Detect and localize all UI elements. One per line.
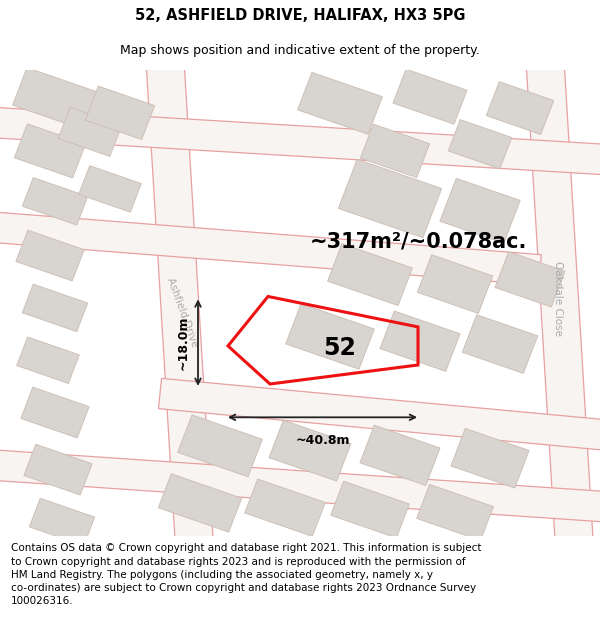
Polygon shape xyxy=(328,244,412,306)
Polygon shape xyxy=(79,166,142,212)
Text: Map shows position and indicative extent of the property.: Map shows position and indicative extent… xyxy=(120,44,480,57)
Polygon shape xyxy=(158,378,600,451)
Polygon shape xyxy=(24,444,92,495)
Polygon shape xyxy=(416,484,493,541)
Text: Oakdale Close: Oakdale Close xyxy=(553,261,563,336)
Text: Contains OS data © Crown copyright and database right 2021. This information is : Contains OS data © Crown copyright and d… xyxy=(11,543,481,606)
Text: 52: 52 xyxy=(323,336,356,360)
Polygon shape xyxy=(29,498,95,546)
Polygon shape xyxy=(21,387,89,438)
Polygon shape xyxy=(22,284,88,332)
Polygon shape xyxy=(495,252,565,307)
Text: ~40.8m: ~40.8m xyxy=(295,434,350,447)
Polygon shape xyxy=(0,450,600,523)
Polygon shape xyxy=(393,69,467,124)
Polygon shape xyxy=(158,474,242,532)
Polygon shape xyxy=(16,230,84,281)
Polygon shape xyxy=(0,212,541,285)
Text: ~18.0m: ~18.0m xyxy=(177,316,190,370)
Polygon shape xyxy=(85,86,155,139)
Text: ~317m²/~0.078ac.: ~317m²/~0.078ac. xyxy=(310,231,527,251)
Polygon shape xyxy=(380,311,460,371)
Polygon shape xyxy=(13,68,97,129)
Polygon shape xyxy=(14,124,86,178)
Polygon shape xyxy=(440,178,520,243)
Polygon shape xyxy=(146,59,214,556)
Polygon shape xyxy=(58,107,122,156)
Text: 52, ASHFIELD DRIVE, HALIFAX, HX3 5PG: 52, ASHFIELD DRIVE, HALIFAX, HX3 5PG xyxy=(135,8,465,23)
Polygon shape xyxy=(245,479,325,536)
Polygon shape xyxy=(462,314,538,373)
Polygon shape xyxy=(486,82,554,134)
Polygon shape xyxy=(448,119,512,169)
Polygon shape xyxy=(269,420,351,481)
Polygon shape xyxy=(361,124,430,177)
Polygon shape xyxy=(22,177,88,225)
Polygon shape xyxy=(331,481,409,538)
Polygon shape xyxy=(360,425,440,486)
Polygon shape xyxy=(286,304,374,369)
Polygon shape xyxy=(526,59,594,556)
Polygon shape xyxy=(17,337,79,384)
Polygon shape xyxy=(417,255,493,314)
Polygon shape xyxy=(298,72,382,134)
Polygon shape xyxy=(338,159,442,238)
Polygon shape xyxy=(0,107,600,176)
Polygon shape xyxy=(178,415,262,477)
Polygon shape xyxy=(451,428,529,488)
Text: Ashfield Drive: Ashfield Drive xyxy=(165,277,199,349)
